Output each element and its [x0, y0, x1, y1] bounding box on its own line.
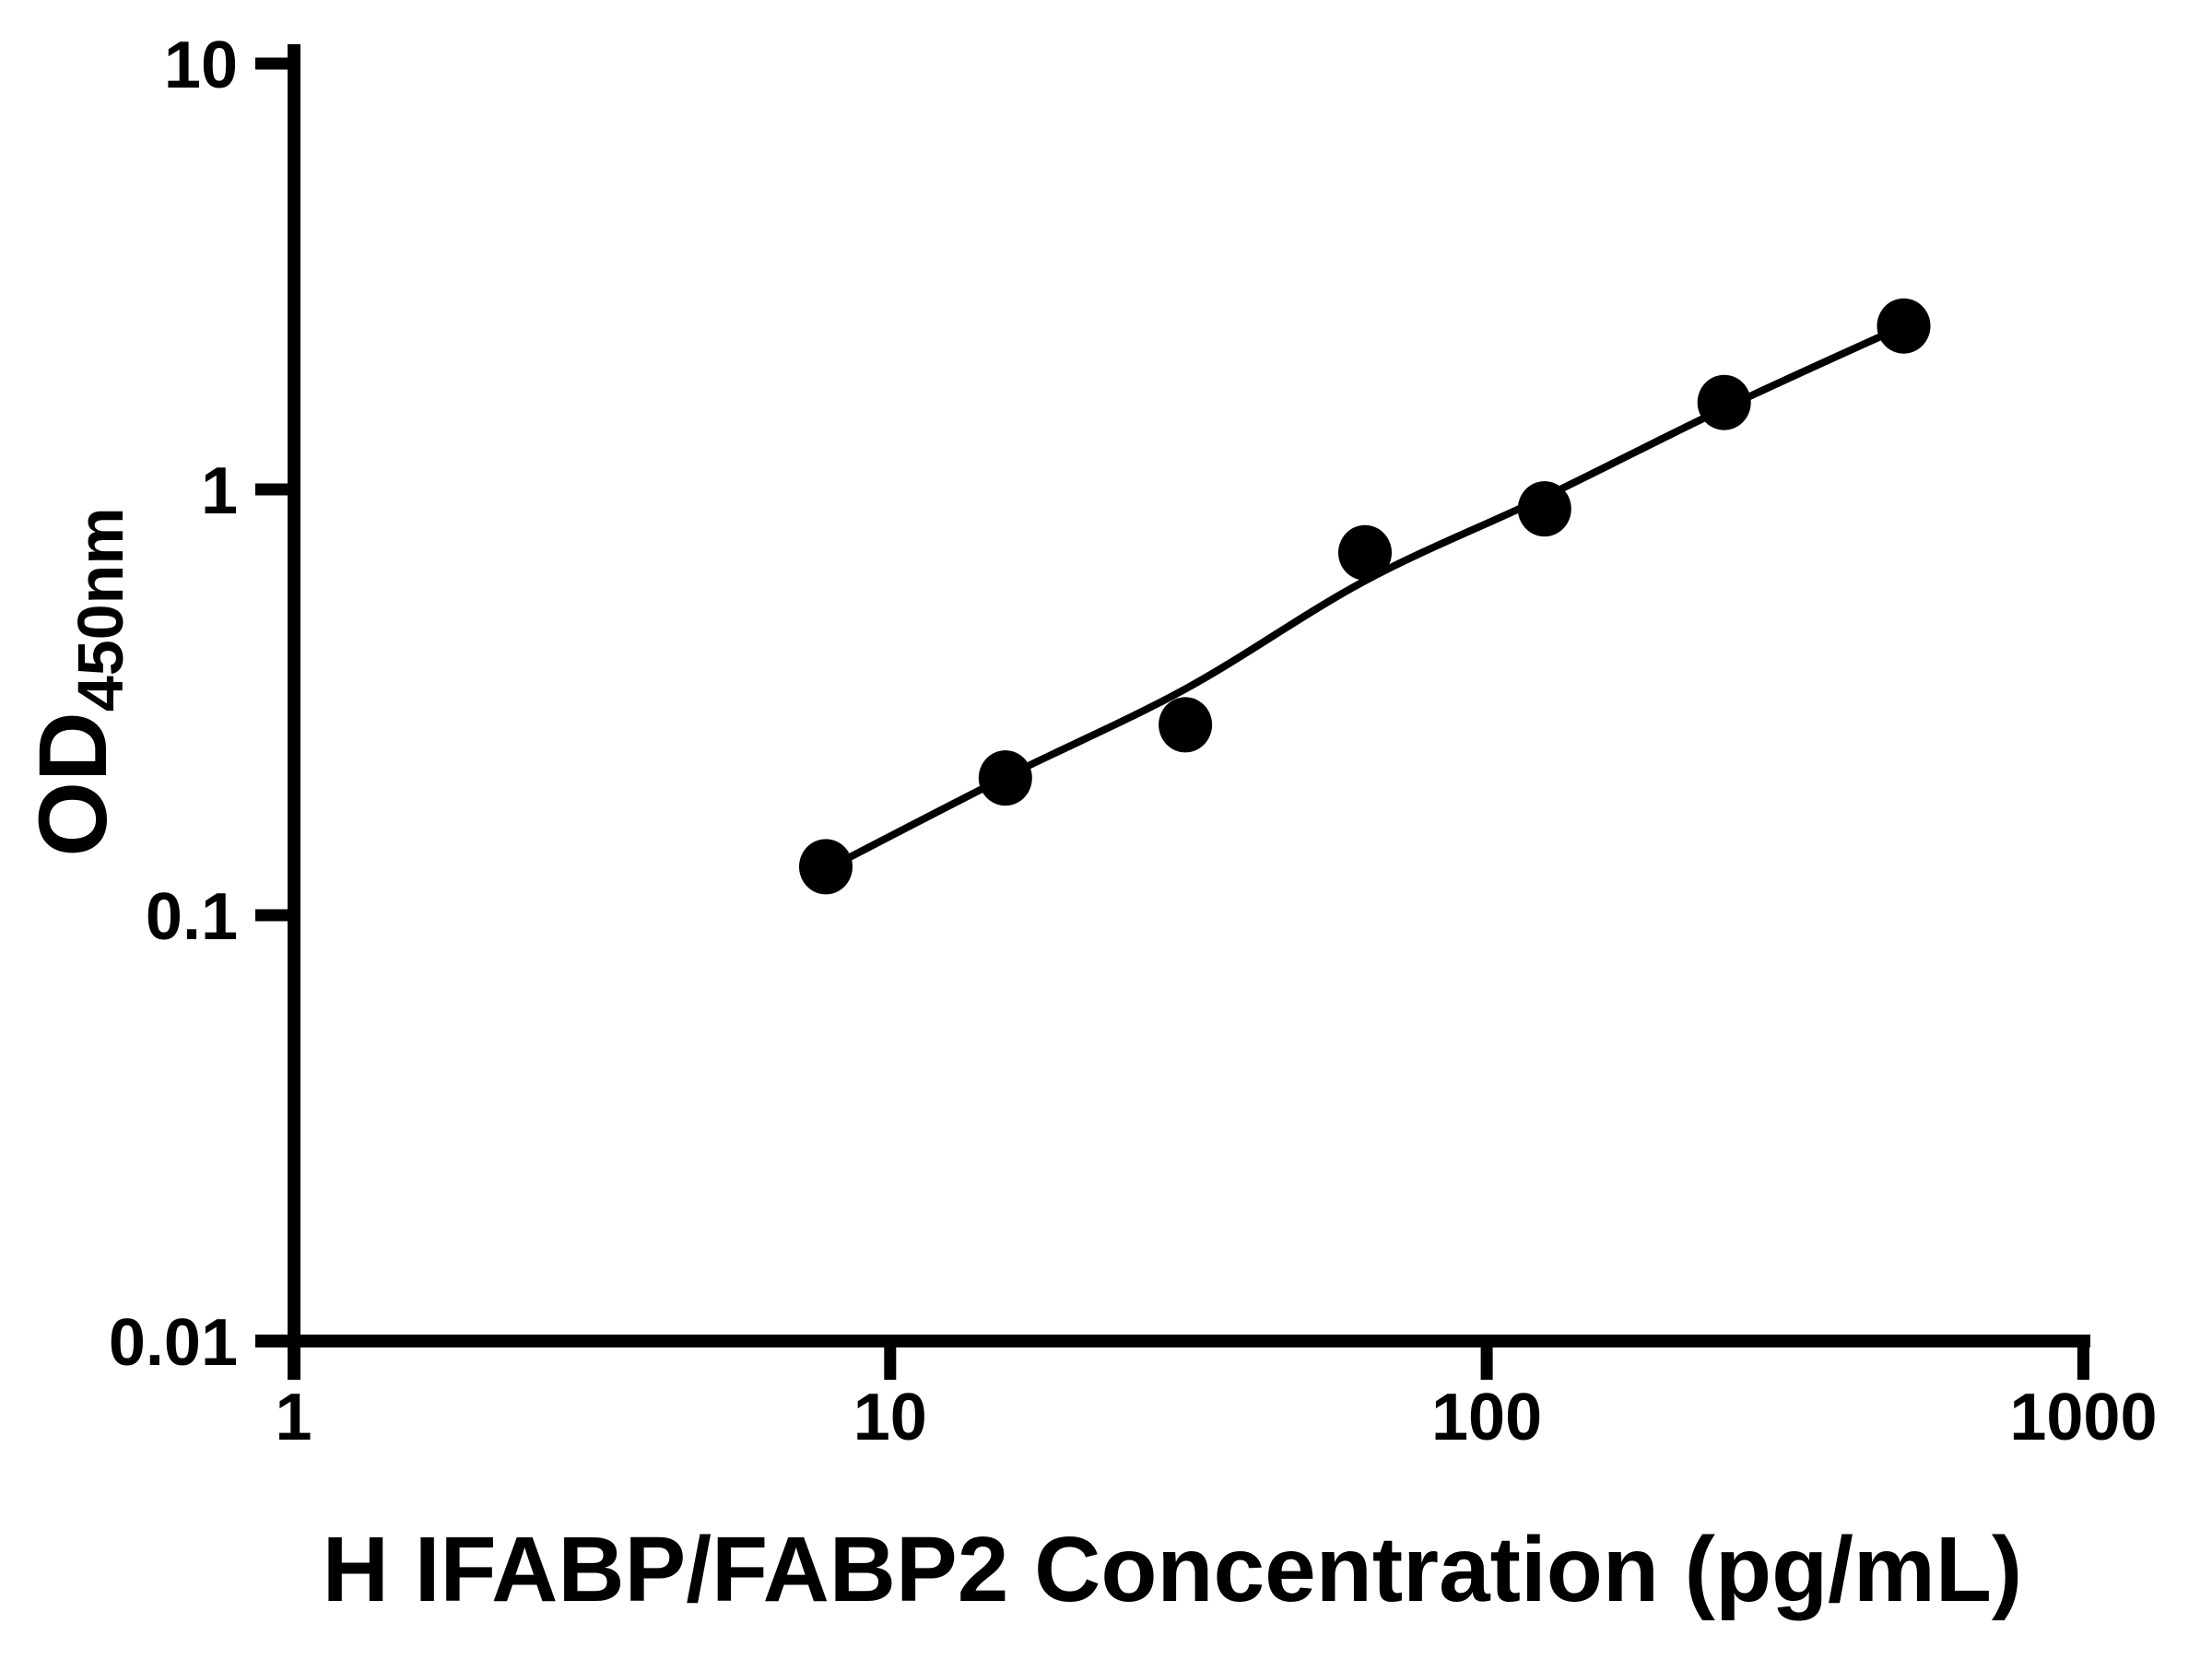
x-tick-label: 1000 — [2009, 1381, 2157, 1454]
y-tick-label: 10 — [164, 29, 238, 102]
data-point — [1697, 374, 1751, 430]
data-point — [1517, 481, 1571, 537]
y-axis-title-main: OD — [19, 712, 127, 857]
y-axis-title-sub: 450nm — [65, 507, 136, 712]
data-point — [1877, 298, 1931, 354]
y-tick-label: 0.1 — [146, 880, 238, 954]
y-axis-title: OD450nm — [19, 507, 136, 856]
x-tick-label: 1 — [275, 1381, 312, 1454]
data-point — [978, 750, 1032, 806]
x-tick-label: 100 — [1431, 1381, 1542, 1454]
x-tick-label: 10 — [853, 1381, 927, 1454]
data-point — [1338, 524, 1392, 581]
y-tick-label: 0.01 — [109, 1306, 238, 1380]
data-point — [1159, 697, 1213, 753]
y-tick-label: 1 — [201, 454, 238, 528]
series-group — [799, 298, 1931, 895]
data-point — [799, 839, 853, 895]
x-axis-title: H IFABP/FABP2 Concentration (pg/mL) — [323, 1518, 2022, 1621]
axes-group: 10 1 0.1 0.01 1 10 100 1000 — [109, 29, 2158, 1454]
